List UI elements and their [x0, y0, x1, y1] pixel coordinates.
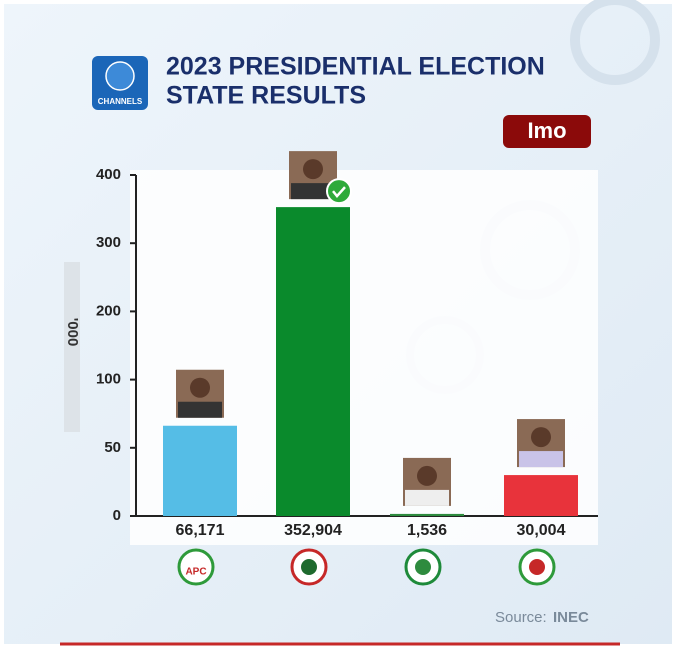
source: INEC [553, 609, 589, 626]
state-name: Imo [527, 118, 566, 143]
party-logo-emblem [301, 559, 317, 575]
state-badge [503, 115, 591, 148]
party-logo-text: APC [185, 567, 206, 578]
candidate-attire [178, 401, 222, 418]
y-tick-label: 100 [96, 371, 121, 388]
chart-title: STATE RESULTS [166, 82, 366, 110]
bar [504, 475, 578, 516]
value-label: 66,171 [176, 522, 225, 539]
bar [163, 425, 237, 516]
candidate-face [417, 465, 437, 486]
bar [390, 513, 464, 516]
y-tick-label: 0 [113, 507, 121, 524]
party-logo-emblem [529, 559, 545, 575]
y-tick-label: 400 [96, 166, 121, 183]
winner-check-mark [332, 186, 346, 199]
candidate-face [303, 159, 323, 180]
candidate-face [190, 377, 210, 398]
candidate-face [531, 427, 551, 448]
source-label: Source: [495, 609, 547, 626]
y-axis-label: '000 [64, 318, 81, 347]
y-tick-label: 300 [96, 234, 121, 251]
winner-check [326, 178, 352, 205]
bar [276, 207, 350, 516]
candidate-attire [291, 183, 335, 200]
value-label: 1,536 [407, 522, 447, 539]
y-tick-label: 200 [96, 302, 121, 319]
chart-title: 2023 PRESIDENTIAL ELECTION [166, 53, 545, 81]
party-logo [177, 548, 215, 586]
party-logo-emblem [415, 559, 431, 575]
candidate-attire [519, 451, 563, 468]
value-label: 30,004 [517, 522, 566, 539]
logo-text: CHANNELS [98, 97, 143, 106]
candidate-attire [405, 489, 449, 506]
value-label: 352,904 [284, 522, 342, 539]
logo-globe [105, 61, 135, 91]
gear-decoration [570, 0, 660, 85]
y-label-box [64, 262, 80, 432]
y-tick-label: 50 [104, 439, 121, 456]
